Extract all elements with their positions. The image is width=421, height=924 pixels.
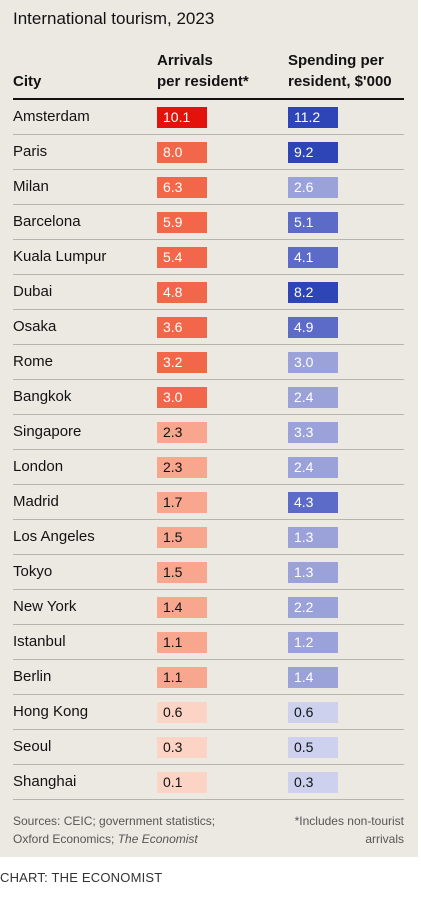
arrivals-cell: 2.3 (157, 422, 207, 443)
table-row: Shanghai 0.1 0.3 (13, 765, 404, 800)
table-row: Dubai 4.8 8.2 (13, 275, 404, 310)
city-label: Los Angeles (13, 528, 95, 545)
table-row: Amsterdam 10.1 11.2 (13, 100, 404, 135)
column-header-city: City (13, 73, 42, 90)
table-row: New York 1.4 2.2 (13, 590, 404, 625)
table-row: Milan 6.3 2.6 (13, 170, 404, 205)
table-row: Los Angeles 1.5 1.3 (13, 520, 404, 555)
spending-cell: 0.6 (288, 702, 338, 723)
city-label: Berlin (13, 668, 52, 685)
table-row: Berlin 1.1 1.4 (13, 660, 404, 695)
table-row: Paris 8.0 9.2 (13, 135, 404, 170)
arrivals-cell: 3.6 (157, 317, 207, 338)
arrivals-header-line1: Arrivals (157, 52, 213, 69)
arrivals-cell: 6.3 (157, 177, 207, 198)
city-label: Paris (13, 143, 48, 160)
spending-cell: 4.1 (288, 247, 338, 268)
city-label: Rome (13, 353, 54, 370)
table-row: Bangkok 3.0 2.4 (13, 380, 404, 415)
arrivals-cell: 0.3 (157, 737, 207, 758)
column-header-arrivals: Arrivals per resident* (157, 50, 277, 92)
spending-cell: 0.5 (288, 737, 338, 758)
arrivals-cell: 1.7 (157, 492, 207, 513)
spending-cell: 1.3 (288, 527, 338, 548)
footnote-line1: *Includes non-tourist (294, 814, 404, 828)
footnote-line2: arrivals (365, 832, 404, 846)
chart-panel: International tourism, 2023 City Arrival… (0, 0, 418, 857)
spending-cell: 4.3 (288, 492, 338, 513)
spending-header-line1: Spending per (288, 52, 384, 69)
arrivals-cell: 1.4 (157, 597, 207, 618)
table-row: London 2.3 2.4 (13, 450, 404, 485)
arrivals-cell: 8.0 (157, 142, 207, 163)
table-row: Tokyo 1.5 1.3 (13, 555, 404, 590)
arrivals-cell: 1.1 (157, 632, 207, 653)
table-row: Istanbul 1.1 1.2 (13, 625, 404, 660)
city-label: Hong Kong (13, 703, 89, 720)
arrivals-cell: 3.2 (157, 352, 207, 373)
table-row: Barcelona 5.9 5.1 (13, 205, 404, 240)
city-label: Bangkok (13, 388, 72, 405)
arrivals-cell: 5.9 (157, 212, 207, 233)
city-label: Madrid (13, 493, 59, 510)
city-label: Tokyo (13, 563, 53, 580)
spending-cell: 3.3 (288, 422, 338, 443)
spending-cell: 11.2 (288, 107, 338, 128)
arrivals-cell: 10.1 (157, 107, 207, 128)
table-row: Singapore 2.3 3.3 (13, 415, 404, 450)
arrivals-cell: 5.4 (157, 247, 207, 268)
arrivals-cell: 0.1 (157, 772, 207, 793)
table-row: Madrid 1.7 4.3 (13, 485, 404, 520)
city-label: Barcelona (13, 213, 81, 230)
arrivals-cell: 0.6 (157, 702, 207, 723)
header-rule (13, 98, 404, 100)
source-note: Sources: CEIC; government statistics; Ox… (13, 812, 263, 848)
spending-cell: 1.3 (288, 562, 338, 583)
city-label: Dubai (13, 283, 53, 300)
spending-cell: 0.3 (288, 772, 338, 793)
arrivals-cell: 1.5 (157, 562, 207, 583)
spending-cell: 8.2 (288, 282, 338, 303)
city-label: Singapore (13, 423, 82, 440)
city-label: Osaka (13, 318, 57, 335)
table-row: Kuala Lumpur 5.4 4.1 (13, 240, 404, 275)
source-line1: Sources: CEIC; government statistics; (13, 814, 216, 828)
table-row: Rome 3.2 3.0 (13, 345, 404, 380)
spending-cell: 1.2 (288, 632, 338, 653)
source-line2-plain: Oxford Economics; (13, 832, 118, 846)
chart-credit: CHART: THE ECONOMIST (0, 870, 163, 885)
city-label: Istanbul (13, 633, 66, 650)
city-label: New York (13, 598, 77, 615)
spending-cell: 2.4 (288, 457, 338, 478)
table-row: Osaka 3.6 4.9 (13, 310, 404, 345)
spending-cell: 9.2 (288, 142, 338, 163)
city-label: Kuala Lumpur (13, 248, 107, 265)
column-header-spending: Spending per resident, $'000 (288, 50, 413, 92)
arrivals-cell: 1.1 (157, 667, 207, 688)
city-label: Milan (13, 178, 49, 195)
spending-cell: 1.4 (288, 667, 338, 688)
city-label: Shanghai (13, 773, 77, 790)
arrivals-header-line2: per resident* (157, 73, 249, 90)
spending-cell: 2.2 (288, 597, 338, 618)
spending-cell: 2.6 (288, 177, 338, 198)
spending-cell: 2.4 (288, 387, 338, 408)
city-label: Amsterdam (13, 108, 90, 125)
table-row: Seoul 0.3 0.5 (13, 730, 404, 765)
spending-cell: 4.9 (288, 317, 338, 338)
city-label: London (13, 458, 64, 475)
table-row: Hong Kong 0.6 0.6 (13, 695, 404, 730)
source-line2-italic: The Economist (117, 832, 198, 846)
chart-title: International tourism, 2023 (13, 9, 215, 28)
arrivals-cell: 1.5 (157, 527, 207, 548)
spending-header-line2: resident, $'000 (288, 73, 392, 90)
footnote: *Includes non-tourist arrivals (264, 812, 404, 848)
arrivals-cell: 3.0 (157, 387, 207, 408)
city-label: Seoul (13, 738, 52, 755)
source-line2: Oxford Economics; The Economist (13, 830, 263, 848)
spending-cell: 5.1 (288, 212, 338, 233)
spending-cell: 3.0 (288, 352, 338, 373)
arrivals-cell: 4.8 (157, 282, 207, 303)
arrivals-cell: 2.3 (157, 457, 207, 478)
